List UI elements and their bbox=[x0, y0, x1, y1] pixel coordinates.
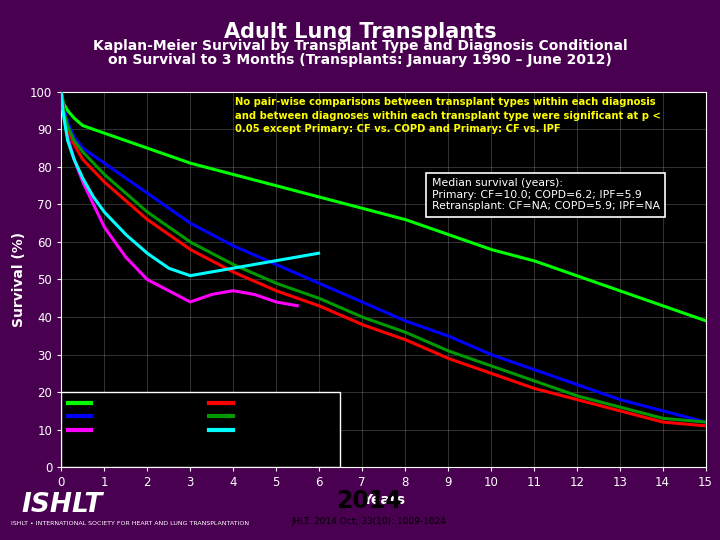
Text: 2014: 2014 bbox=[336, 489, 402, 513]
Text: ISHLT • INTERNATIONAL SOCIETY FOR HEART AND LUNG TRANSPLANTATION: ISHLT • INTERNATIONAL SOCIETY FOR HEART … bbox=[11, 521, 249, 526]
Bar bbox=[61, 392, 341, 467]
X-axis label: Years: Years bbox=[362, 494, 405, 507]
Text: on Survival to 3 Months (Transplants: January 1990 – June 2012): on Survival to 3 Months (Transplants: Ja… bbox=[108, 53, 612, 67]
Text: JHLT. 2014 Oct; 33(10): 1009-1024: JHLT. 2014 Oct; 33(10): 1009-1024 bbox=[292, 517, 446, 526]
Text: ISHLT: ISHLT bbox=[22, 491, 103, 517]
Text: Adult Lung Transplants: Adult Lung Transplants bbox=[224, 22, 496, 42]
Y-axis label: Survival (%): Survival (%) bbox=[12, 232, 26, 327]
Text: Kaplan-Meier Survival by Transplant Type and Diagnosis Conditional: Kaplan-Meier Survival by Transplant Type… bbox=[93, 39, 627, 53]
Text: Median survival (years):
Primary: CF=10.0; COPD=6.2; IPF=5.9
Retransplant: CF=NA: Median survival (years): Primary: CF=10.… bbox=[432, 178, 660, 211]
Text: No pair-wise comparisons between transplant types within each diagnosis
and betw: No pair-wise comparisons between transpl… bbox=[235, 97, 661, 134]
